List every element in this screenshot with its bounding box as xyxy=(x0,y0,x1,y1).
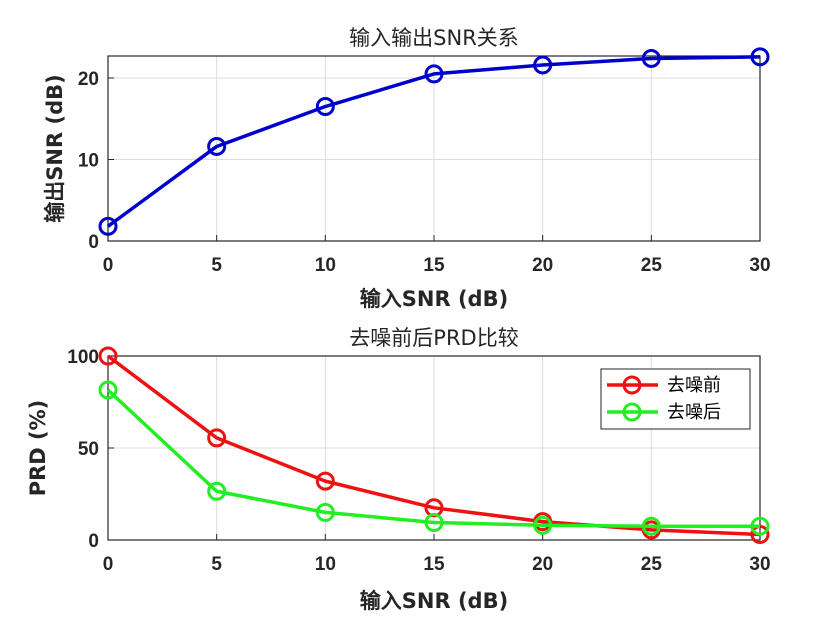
top-series-0-line xyxy=(106,55,761,228)
bottom-series-0-line xyxy=(106,354,761,537)
bottom-series-1-point xyxy=(750,516,770,536)
bottom-xtick-label: 10 xyxy=(315,554,336,575)
top-series-0-point xyxy=(315,97,335,117)
legend-label-after: 去噪后 xyxy=(667,402,721,423)
top-series-0-point xyxy=(641,48,661,68)
top-series-0-point xyxy=(207,136,227,156)
legend-entry-after: 去噪后 xyxy=(607,402,721,423)
top-series-0-point xyxy=(424,64,444,84)
bottom-series-1-point xyxy=(207,481,227,501)
top-chart-title: 输入输出SNR关系 xyxy=(349,26,519,50)
bottom-ytick-label: 100 xyxy=(67,347,99,368)
legend: 去噪前 去噪后 xyxy=(600,368,751,430)
legend-label-before: 去噪前 xyxy=(667,375,721,396)
bottom-series-1-point xyxy=(315,502,335,522)
top-xtick-label: 10 xyxy=(315,255,336,276)
bottom-series-1-line xyxy=(106,388,760,528)
top-chart-ylabel: 输出SNR (dB) xyxy=(43,74,67,222)
bottom-xtick-label: 30 xyxy=(749,554,770,575)
top-series-0-point xyxy=(533,55,553,75)
bottom-ytick-label: 50 xyxy=(78,439,99,460)
top-xtick-label: 30 xyxy=(749,255,770,276)
bottom-xtick-label: 20 xyxy=(532,554,553,575)
top-chart-xlabel: 输入SNR (dB) xyxy=(360,287,508,311)
top-chart: 输入输出SNR关系 输入SNR (dB) 输出SNR (dB) 0 5 10 15 20… xyxy=(43,26,771,311)
bottom-xtick-label: 15 xyxy=(423,554,445,575)
bottom-xtick-label: 5 xyxy=(211,554,222,575)
top-ytick-label: 20 xyxy=(78,69,99,90)
bottom-series-0-point xyxy=(315,471,335,491)
bottom-chart-title: 去噪前后PRD比较 xyxy=(349,326,518,350)
bottom-chart-xlabel: 输入SNR (dB) xyxy=(360,589,508,613)
bottom-series-0-point xyxy=(98,346,118,366)
top-xtick-label: 25 xyxy=(641,255,663,276)
top-ytick-label: 10 xyxy=(78,151,99,172)
bottom-chart: 去噪前后PRD比较 输入SNR (dB) PRD (%) 0 5 10 15 20 25 3… xyxy=(26,326,771,613)
top-series-0-point xyxy=(750,47,770,67)
bottom-xtick-label: 25 xyxy=(641,554,663,575)
bottom-series-1-point xyxy=(641,516,661,536)
top-series-0-point xyxy=(98,216,118,236)
bottom-series-1-point xyxy=(98,380,118,400)
top-xtick-label: 5 xyxy=(211,255,222,276)
bottom-series-1-point xyxy=(424,513,444,533)
bottom-chart-ylabel: PRD (%) xyxy=(26,400,50,497)
top-xtick-label: 20 xyxy=(532,255,553,276)
top-xtick-label: 15 xyxy=(423,255,445,276)
bottom-series-0-point xyxy=(207,428,227,448)
legend-marker-after xyxy=(622,402,642,422)
bottom-xtick-label: 0 xyxy=(103,554,114,575)
bottom-ytick-label: 0 xyxy=(88,531,99,552)
legend-entry-before: 去噪前 xyxy=(607,375,721,396)
top-ytick-label: 0 xyxy=(88,232,99,253)
bottom-series-1-point xyxy=(533,515,553,535)
top-xtick-label: 0 xyxy=(103,255,114,276)
legend-marker-before xyxy=(622,375,642,395)
